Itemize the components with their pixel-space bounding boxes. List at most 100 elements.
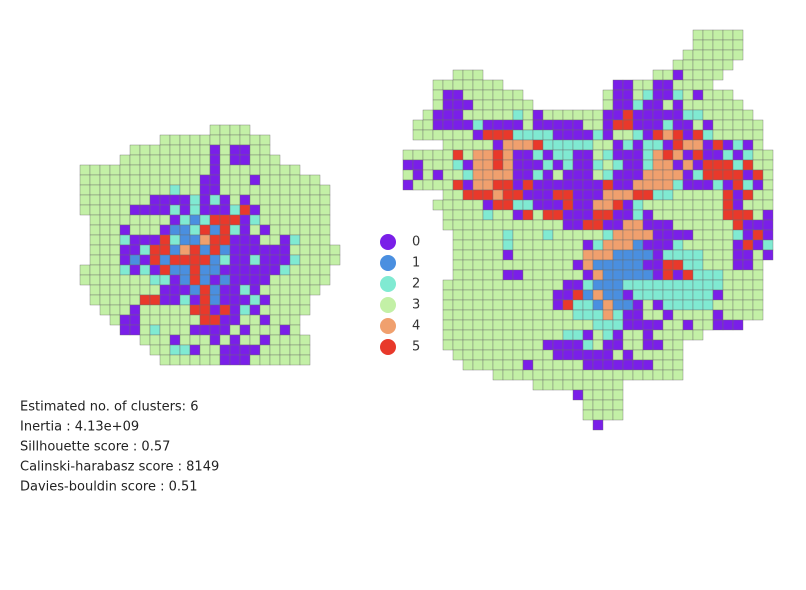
grid-cell (309, 224, 321, 236)
grid-cell (722, 159, 734, 171)
grid-cell (452, 229, 464, 241)
grid-cell (662, 309, 674, 321)
grid-cell (552, 139, 564, 151)
grid-cell (552, 299, 564, 311)
grid-cell (199, 244, 211, 256)
grid-cell (632, 319, 644, 331)
grid-cell (702, 69, 714, 81)
grid-cell (662, 179, 674, 191)
grid-cell (482, 229, 494, 241)
grid-cell (89, 164, 101, 176)
grid-cell (462, 69, 474, 81)
grid-cell (199, 294, 211, 306)
grid-cell (249, 344, 261, 356)
grid-cell (299, 194, 311, 206)
grid-cell (229, 134, 241, 146)
grid-cell (572, 299, 584, 311)
grid-cell (662, 229, 674, 241)
grid-cell (692, 109, 704, 121)
grid-cell (149, 164, 161, 176)
grid-cell (502, 219, 514, 231)
grid-cell (199, 324, 211, 336)
grid-cell (572, 159, 584, 171)
grid-cell (159, 224, 171, 236)
grid-cell (542, 199, 554, 211)
grid-cell (129, 274, 141, 286)
grid-cell (682, 299, 694, 311)
grid-cell (612, 189, 624, 201)
grid-cell (319, 274, 331, 286)
grid-cell (632, 329, 644, 341)
grid-cell (309, 234, 321, 246)
grid-cell (692, 219, 704, 231)
grid-cell (522, 219, 534, 231)
grid-cell (299, 334, 311, 346)
grid-cell (632, 189, 644, 201)
grid-cell (482, 159, 494, 171)
grid-cell (209, 184, 221, 196)
grid-cell (562, 209, 574, 221)
grid-cell (712, 209, 724, 221)
grid-cell (219, 164, 231, 176)
grid-cell (159, 324, 171, 336)
grid-cell (592, 179, 604, 191)
grid-cell (259, 254, 271, 266)
grid-cell (582, 209, 594, 221)
grid-cell (672, 79, 684, 91)
grid-cell (472, 139, 484, 151)
grid-cell (512, 119, 524, 131)
grid-cell (472, 99, 484, 111)
grid-cell (289, 344, 301, 356)
grid-cell (279, 304, 291, 316)
grid-cell (612, 289, 624, 301)
grid-cell (702, 99, 714, 111)
grid-cell (139, 214, 151, 226)
grid-cell (279, 314, 291, 326)
grid-cell (732, 159, 744, 171)
grid-cell (402, 169, 414, 181)
grid-cell (632, 349, 644, 361)
grid-cell (522, 239, 534, 251)
grid-cell (752, 269, 764, 281)
grid-cell (592, 239, 604, 251)
grid-cell (119, 244, 131, 256)
grid-cell (289, 354, 301, 366)
grid-cell (259, 294, 271, 306)
grid-cell (692, 229, 704, 241)
grid-cell (149, 174, 161, 186)
grid-cell (752, 259, 764, 271)
grid-cell (289, 194, 301, 206)
grid-cell (572, 389, 584, 401)
grid-cell (109, 174, 121, 186)
grid-cell (249, 274, 261, 286)
grid-cell (552, 369, 564, 381)
grid-cell (89, 264, 101, 276)
grid-cell (622, 209, 634, 221)
stat-line: Sillhouette score : 0.57 (20, 440, 170, 455)
grid-cell (552, 149, 564, 161)
grid-cell (299, 234, 311, 246)
grid-cell (522, 119, 534, 131)
grid-cell (732, 229, 744, 241)
grid-cell (492, 99, 504, 111)
grid-cell (532, 219, 544, 231)
grid-cell (279, 204, 291, 216)
grid-cell (662, 259, 674, 271)
grid-cell (552, 169, 564, 181)
grid-cell (319, 254, 331, 266)
grid-cell (652, 249, 664, 261)
grid-cell (672, 279, 684, 291)
grid-cell (179, 294, 191, 306)
grid-cell (712, 249, 724, 261)
grid-cell (269, 204, 281, 216)
grid-cell (742, 119, 754, 131)
grid-cell (89, 224, 101, 236)
grid-cell (552, 229, 564, 241)
grid-cell (642, 319, 654, 331)
grid-cell (219, 294, 231, 306)
grid-cell (642, 349, 654, 361)
grid-cell (642, 129, 654, 141)
grid-cell (612, 249, 624, 261)
grid-cell (582, 199, 594, 211)
